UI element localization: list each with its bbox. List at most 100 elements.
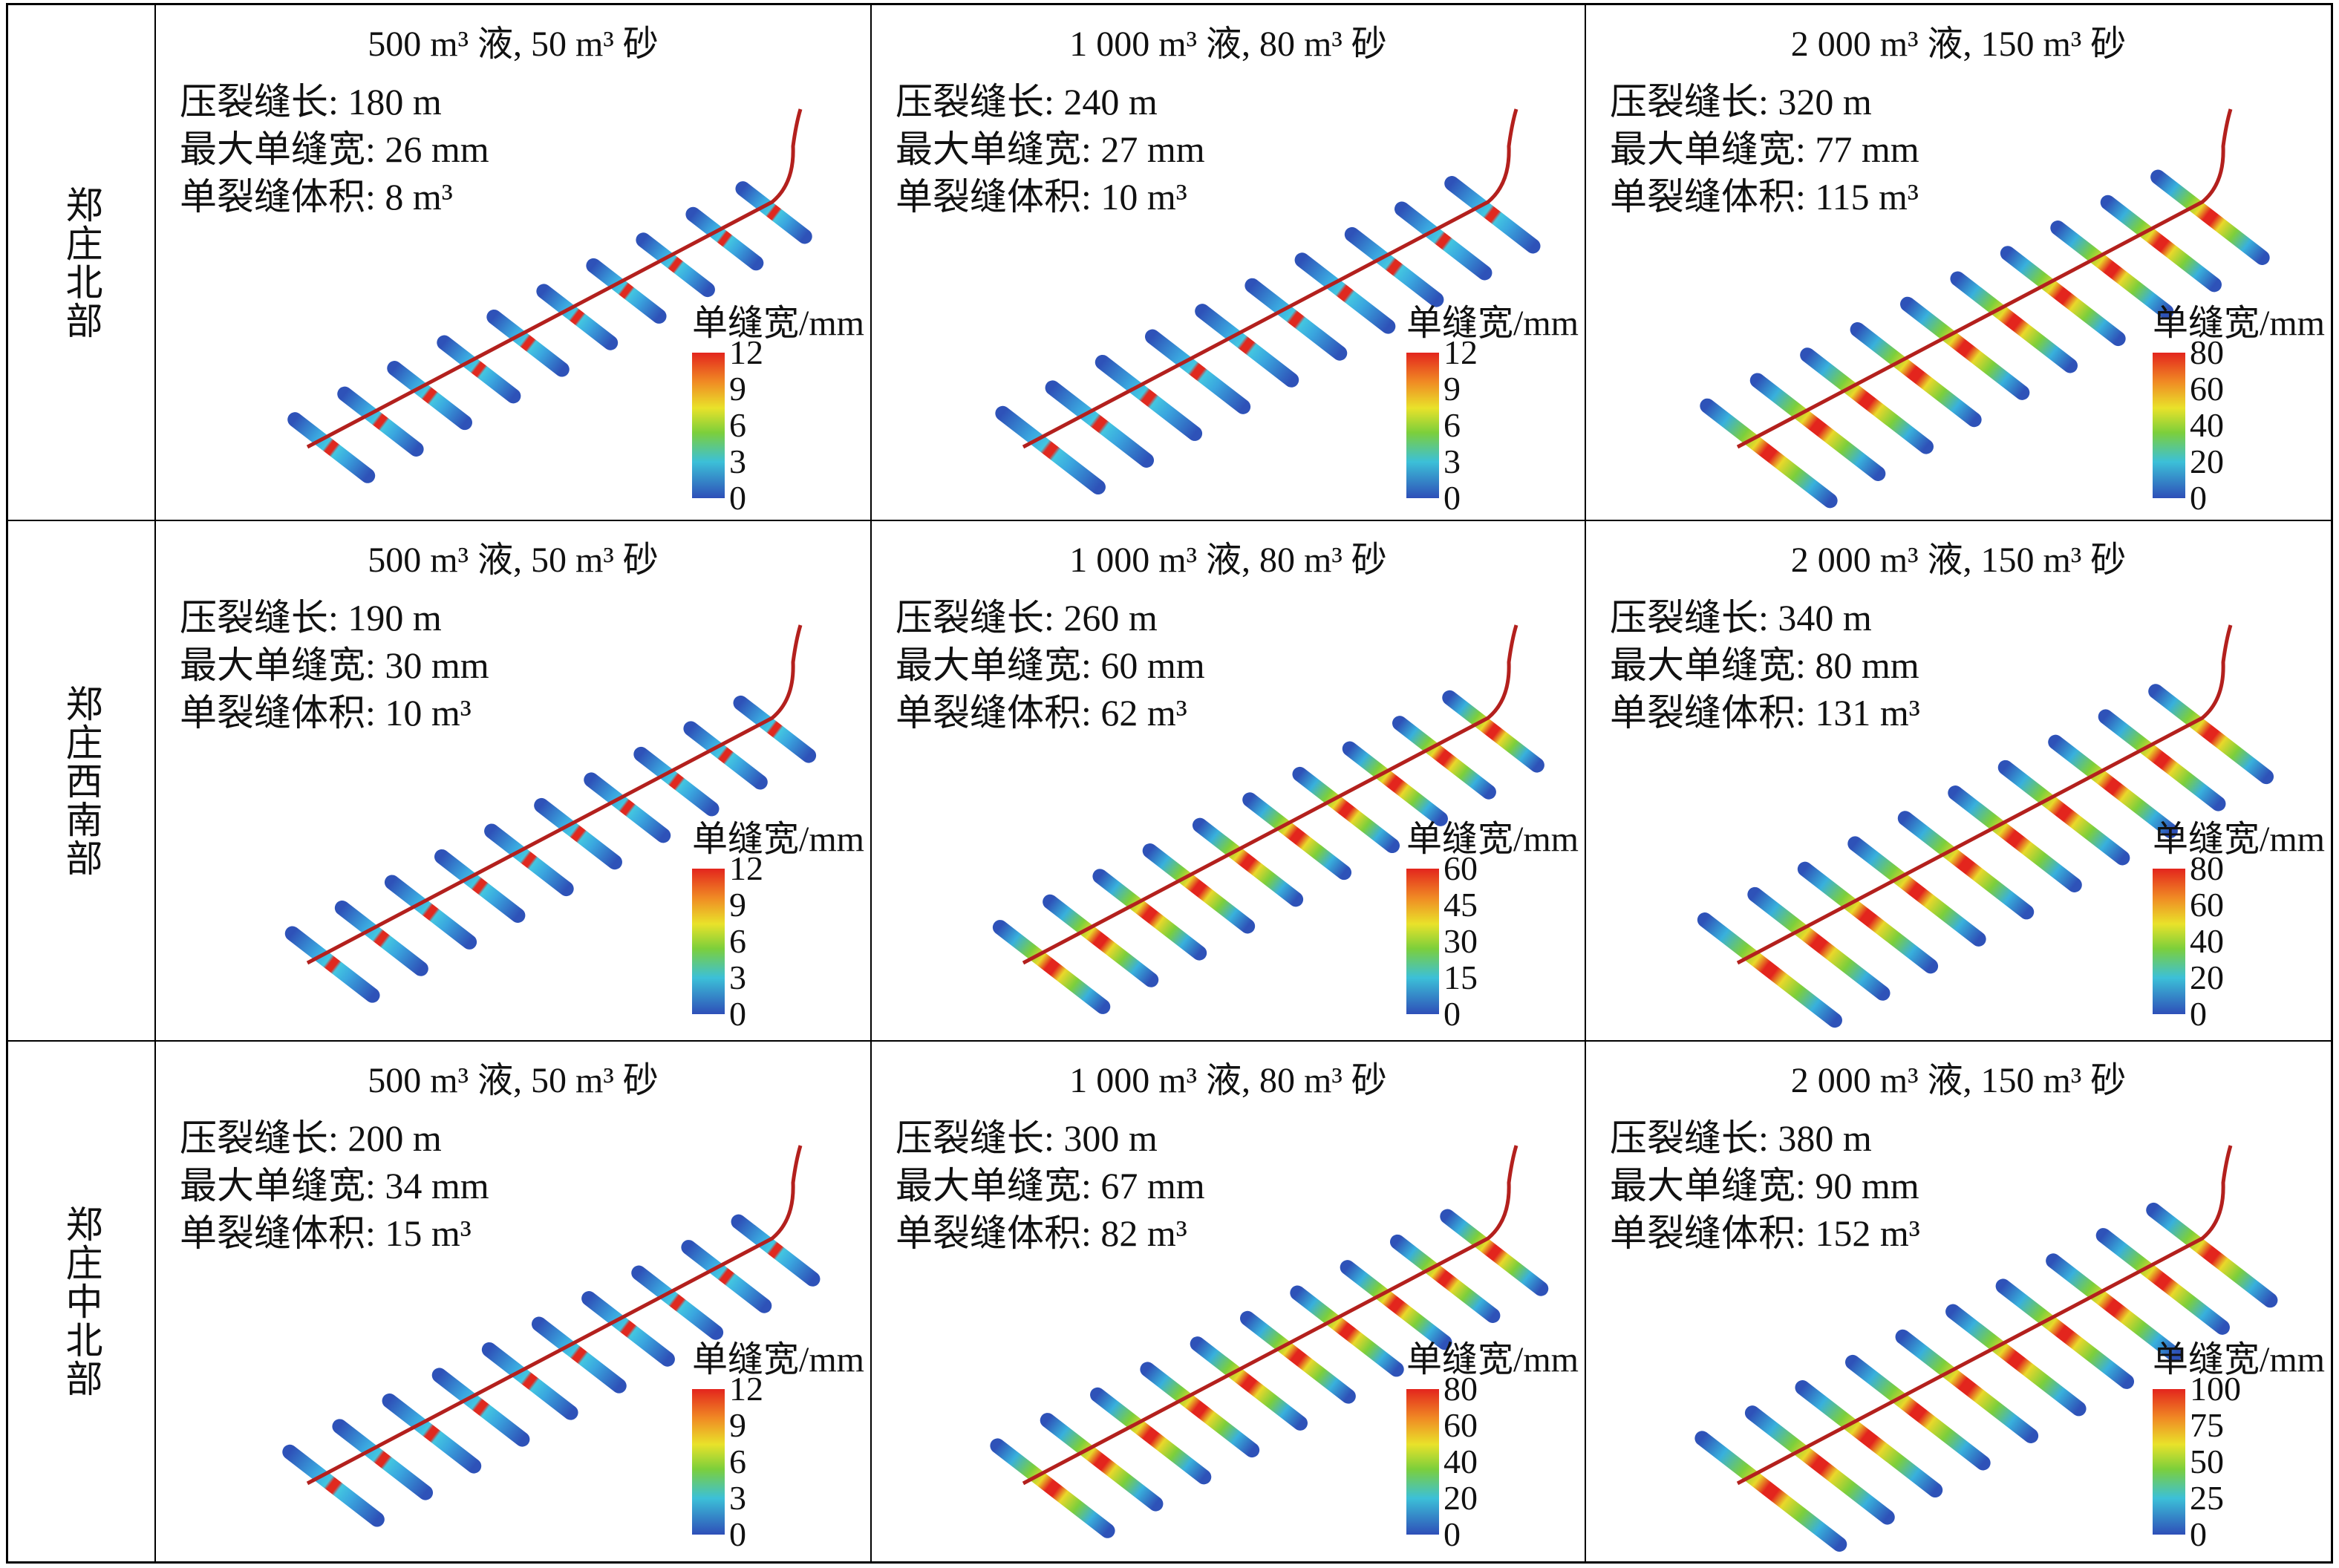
fracture	[384, 875, 477, 950]
stat-line: 单裂缝体积: 15 m³	[180, 1212, 472, 1254]
colorbar-tick-label: 20	[2190, 442, 2224, 480]
fracture	[990, 1438, 1115, 1538]
stat-line: 单裂缝体积: 82 m³	[896, 1212, 1187, 1254]
fracture	[1440, 1209, 1549, 1296]
colorbar: 单缝宽/mm 80 60 40 20 0	[1378, 1330, 1579, 1552]
colorbar-tick-label: 80	[2190, 333, 2224, 371]
stats: 压裂缝长: 260 m 最大单缝宽: 60 mm 单裂缝体积: 62 m³	[896, 594, 1205, 736]
colorbar-tick-label: 0	[1443, 995, 1461, 1033]
fracture	[1144, 329, 1251, 414]
colorbar: 单缝宽/mm 60 45 30 15 0	[1378, 809, 1579, 1032]
colorbar-tick-label: 12	[729, 849, 763, 887]
colorbar: 单缝宽/mm 12 9 6 3 0	[664, 1330, 864, 1552]
fracture	[1242, 792, 1352, 881]
fracture	[437, 335, 521, 404]
stats: 压裂缝长: 200 m 最大单缝宽: 34 mm 单裂缝体积: 15 m³	[180, 1114, 489, 1257]
cell-title: 1 000 m³ 液, 80 m³ 砂	[1069, 540, 1387, 580]
fracture	[581, 1291, 675, 1367]
fracture	[681, 1240, 772, 1313]
colorbar-label: 单缝宽/mm	[2152, 820, 2325, 859]
colorbar-tick-label: 45	[1443, 886, 1478, 924]
colorbar-label: 单缝宽/mm	[2152, 1340, 2325, 1379]
fracture	[486, 309, 570, 377]
fracture	[1795, 1380, 1943, 1498]
fracture	[1389, 1234, 1501, 1323]
stat-line: 压裂缝长: 190 m	[180, 597, 442, 638]
fracture	[1744, 1405, 1895, 1525]
stat-line: 压裂缝长: 300 m	[896, 1117, 1158, 1159]
fracture	[1945, 1304, 2087, 1417]
cell-title: 1 000 m³ 液, 80 m³ 砂	[1069, 1061, 1387, 1100]
fracture	[431, 1368, 530, 1447]
fracture-view	[1697, 624, 2274, 1028]
figure-cell: 1 000 m³ 液, 80 m³ 砂压裂缝长: 300 m 最大单缝宽: 67 …	[872, 1042, 1586, 1561]
fracture	[731, 1214, 821, 1287]
stat-line: 最大单缝宽: 77 mm	[1610, 128, 1919, 170]
stat-line: 单裂缝体积: 8 m³	[180, 176, 453, 218]
colorbar: 单缝宽/mm 80 60 40 20 0	[2124, 293, 2325, 516]
colorbar-bar	[692, 1389, 725, 1535]
colorbar-tick-label: 60	[1443, 849, 1478, 887]
cell-title: 500 m³ 液, 50 m³ 砂	[368, 1061, 659, 1100]
colorbar-bar	[692, 869, 725, 1014]
fracture-view	[990, 1145, 1549, 1538]
colorbar-tick-label: 80	[2190, 849, 2224, 887]
cell-title: 2 000 m³ 液, 150 m³ 砂	[1790, 24, 2127, 64]
fracture	[1342, 741, 1448, 826]
colorbar-bar	[2153, 353, 2185, 498]
colorbar: 单缝宽/mm 12 9 6 3 0	[664, 293, 864, 516]
wellbore	[1022, 624, 1518, 965]
stat-line: 压裂缝长: 200 m	[180, 1117, 442, 1159]
fracture	[1340, 1260, 1452, 1350]
stat-line: 单裂缝体积: 10 m³	[896, 176, 1187, 218]
colorbar-tick-label: 20	[1443, 1479, 1478, 1517]
colorbar-tick-label: 6	[729, 922, 746, 960]
stats: 压裂缝长: 300 m 最大单缝宽: 67 mm 单裂缝体积: 82 m³	[896, 1114, 1205, 1257]
fracture	[2146, 1202, 2278, 1308]
colorbar-tick-label: 12	[729, 333, 763, 371]
fracture	[282, 1444, 385, 1527]
fracture	[1190, 1336, 1308, 1431]
colorbar-tick-label: 25	[2190, 1479, 2224, 1517]
figure-cell: 2 000 m³ 液, 150 m³ 砂压裂缝长: 380 m 最大单缝宽: 90…	[1586, 1042, 2331, 1561]
fracture	[1694, 1431, 1847, 1552]
colorbar-tick-label: 0	[729, 479, 746, 517]
fracture	[1142, 843, 1256, 934]
fracture	[995, 405, 1106, 495]
stat-line: 最大单缝宽: 30 mm	[180, 644, 489, 686]
fracture	[1045, 380, 1155, 468]
cell-title: 2 000 m³ 液, 150 m³ 砂	[1790, 540, 2127, 580]
wellbore	[1022, 108, 1518, 449]
colorbar-tick-label: 9	[729, 370, 746, 408]
fracture	[636, 232, 715, 298]
colorbar-tick-label: 80	[1443, 1370, 1478, 1408]
cell-title: 2 000 m³ 液, 150 m³ 砂	[1790, 1061, 2127, 1100]
colorbar-label: 单缝宽/mm	[1406, 304, 1579, 343]
fracture	[1392, 716, 1496, 800]
colorbar-tick-label: 30	[1443, 922, 1478, 960]
colorbar-tick-label: 0	[2190, 1515, 2207, 1553]
fracture	[2148, 684, 2274, 785]
fracture	[387, 361, 472, 431]
fracture	[1095, 354, 1203, 441]
fracture	[586, 258, 667, 324]
stats: 压裂缝长: 380 m 最大单缝宽: 90 mm 单裂缝体积: 152 m³	[1610, 1114, 1920, 1257]
stat-line: 最大单缝宽: 26 mm	[180, 128, 489, 170]
stat-line: 单裂缝体积: 152 m³	[1610, 1212, 1920, 1254]
fracture-view	[992, 624, 1544, 1014]
colorbar-tick-label: 3	[1443, 442, 1461, 480]
fracture	[1292, 766, 1400, 854]
colorbar-tick-label: 40	[1443, 1443, 1478, 1480]
fracture	[1444, 176, 1541, 254]
fracture	[2000, 246, 2126, 347]
wellbore	[306, 1145, 803, 1486]
colorbar-label: 单缝宽/mm	[2152, 304, 2325, 343]
colorbar-tick-label: 3	[729, 1479, 746, 1517]
fracture	[1092, 869, 1207, 961]
colorbar-label: 单缝宽/mm	[691, 1340, 864, 1379]
wellbore	[1736, 624, 2233, 965]
fracture	[1850, 321, 1982, 428]
figure-cell: 2 000 m³ 液, 150 m³ 砂压裂缝长: 320 m 最大单缝宽: 77…	[1586, 5, 2331, 521]
colorbar-label: 单缝宽/mm	[691, 820, 864, 859]
row-label: 郑庄中北部	[60, 1205, 102, 1398]
